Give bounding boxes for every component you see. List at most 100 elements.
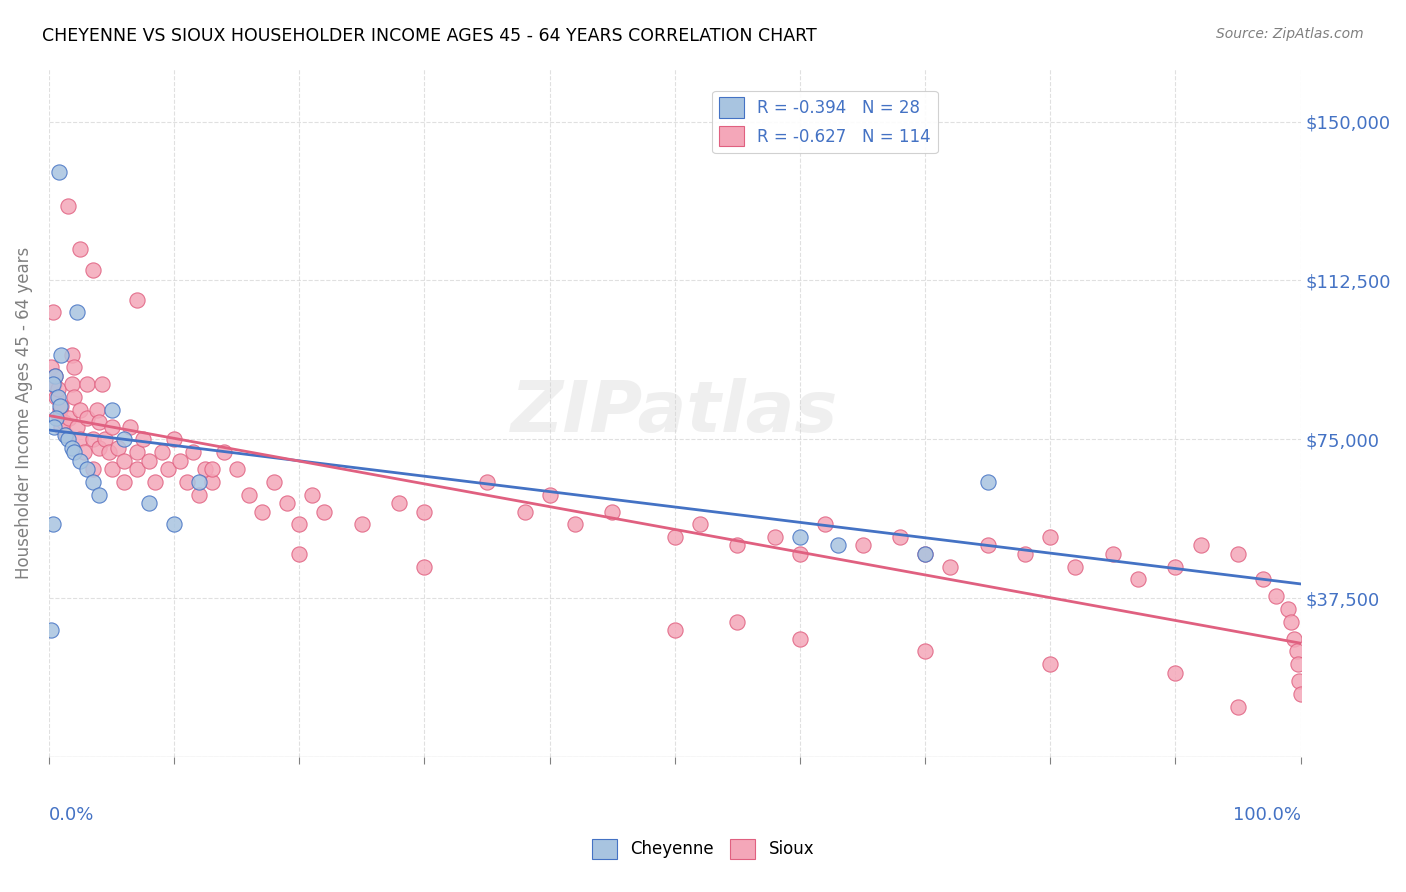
Point	[1289, 687, 1312, 701]
Point	[138, 453, 160, 467]
Point	[69, 453, 91, 467]
Point	[53, 428, 76, 442]
Point	[314, 504, 336, 518]
Point	[851, 538, 873, 552]
Point	[46, 382, 69, 396]
Point	[82, 433, 104, 447]
Point	[98, 445, 121, 459]
Point	[789, 547, 811, 561]
Point	[125, 445, 148, 459]
Point	[1164, 559, 1187, 574]
Point	[388, 496, 411, 510]
Point	[45, 390, 67, 404]
Point	[188, 475, 211, 489]
Point	[42, 377, 65, 392]
Point	[65, 419, 87, 434]
Point	[1039, 530, 1062, 544]
Point	[63, 445, 86, 459]
Point	[69, 433, 91, 447]
Point	[814, 517, 837, 532]
Point	[600, 504, 623, 518]
Point	[60, 348, 83, 362]
Text: 0.0%: 0.0%	[49, 805, 94, 823]
Point	[789, 632, 811, 646]
Point	[1285, 644, 1308, 658]
Point	[120, 419, 142, 434]
Point	[53, 416, 76, 430]
Point	[76, 462, 98, 476]
Point	[1264, 590, 1286, 604]
Point	[56, 433, 79, 447]
Point	[276, 496, 298, 510]
Text: 100.0%: 100.0%	[1233, 805, 1301, 823]
Point	[977, 475, 1000, 489]
Point	[1227, 699, 1250, 714]
Point	[664, 530, 686, 544]
Point	[82, 462, 104, 476]
Point	[689, 517, 711, 532]
Point	[225, 462, 247, 476]
Point	[288, 547, 311, 561]
Point	[100, 419, 122, 434]
Point	[827, 538, 849, 552]
Point	[1284, 632, 1306, 646]
Point	[87, 416, 110, 430]
Y-axis label: Householder Income Ages 45 - 64 years: Householder Income Ages 45 - 64 years	[15, 247, 32, 579]
Point	[163, 517, 186, 532]
Point	[914, 547, 936, 561]
Point	[150, 445, 173, 459]
Point	[789, 530, 811, 544]
Point	[475, 475, 498, 489]
Point	[65, 305, 87, 319]
Point	[112, 475, 135, 489]
Point	[889, 530, 911, 544]
Legend: R = -0.394   N = 28, R = -0.627   N = 114: R = -0.394 N = 28, R = -0.627 N = 114	[713, 91, 938, 153]
Point	[42, 305, 65, 319]
Point	[1279, 615, 1302, 629]
Point	[107, 441, 129, 455]
Point	[69, 402, 91, 417]
Point	[90, 377, 112, 392]
Point	[87, 487, 110, 501]
Point	[82, 475, 104, 489]
Text: ZIPatlas: ZIPatlas	[512, 378, 838, 448]
Point	[201, 462, 224, 476]
Point	[1164, 665, 1187, 680]
Point	[1227, 547, 1250, 561]
Point	[125, 293, 148, 307]
Point	[538, 487, 561, 501]
Point	[1189, 538, 1212, 552]
Point	[60, 441, 83, 455]
Point	[86, 402, 108, 417]
Point	[201, 475, 224, 489]
Point	[76, 411, 98, 425]
Point	[1014, 547, 1036, 561]
Point	[263, 475, 285, 489]
Point	[48, 165, 70, 179]
Point	[188, 487, 211, 501]
Point	[1288, 674, 1310, 689]
Point	[132, 433, 155, 447]
Point	[145, 475, 167, 489]
Point	[82, 263, 104, 277]
Point	[725, 615, 748, 629]
Point	[1277, 602, 1299, 616]
Point	[63, 390, 86, 404]
Point	[1102, 547, 1125, 561]
Point	[49, 399, 72, 413]
Point	[250, 504, 273, 518]
Point	[46, 390, 69, 404]
Text: Source: ZipAtlas.com: Source: ZipAtlas.com	[1216, 27, 1364, 41]
Point	[42, 377, 65, 392]
Point	[194, 462, 217, 476]
Point	[181, 445, 204, 459]
Point	[350, 517, 373, 532]
Point	[413, 559, 436, 574]
Point	[1039, 657, 1062, 672]
Point	[87, 441, 110, 455]
Point	[1126, 572, 1149, 586]
Point	[51, 419, 73, 434]
Point	[100, 402, 122, 417]
Point	[513, 504, 536, 518]
Point	[212, 445, 235, 459]
